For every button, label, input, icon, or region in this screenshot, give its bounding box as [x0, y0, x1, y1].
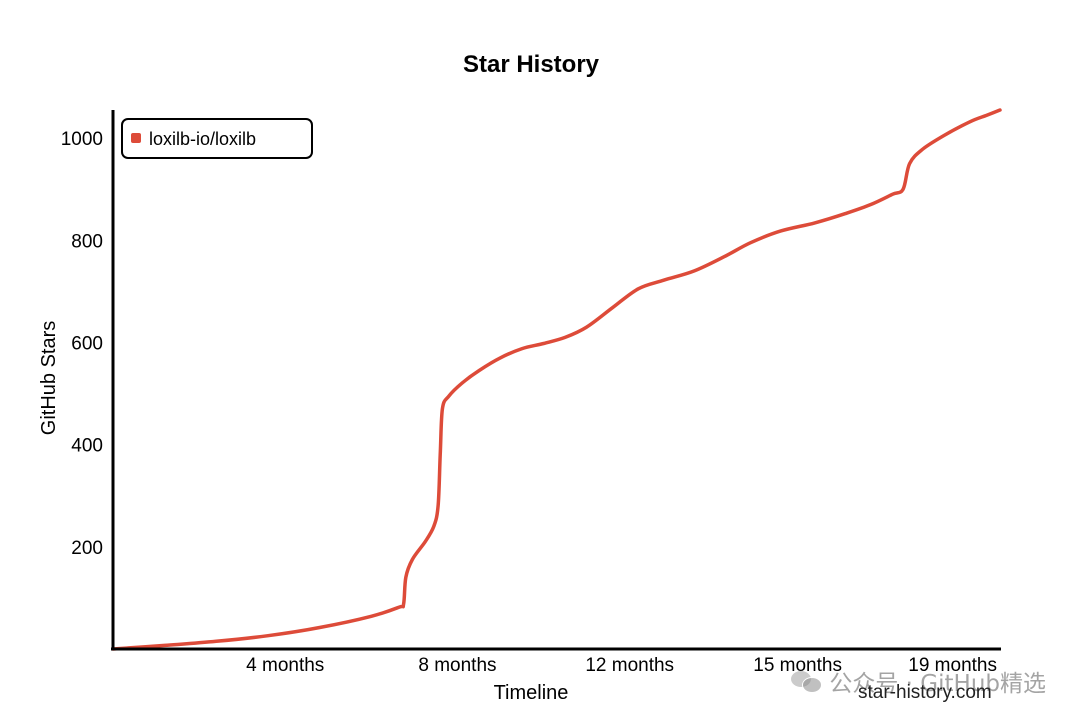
- y-tick-label: 400: [71, 436, 103, 457]
- x-tick-label: 19 months: [908, 655, 997, 676]
- y-tick-label: 200: [71, 538, 103, 559]
- axes: [111, 110, 1001, 651]
- legend: loxilb-io/loxilb: [121, 118, 313, 159]
- legend-box: [121, 118, 313, 159]
- x-tick-label: 8 months: [418, 655, 496, 676]
- y-tick-label: 800: [71, 231, 103, 252]
- y-tick-labels: 200 400 600 800 1000: [61, 129, 103, 559]
- legend-label-loxilb: loxilb-io/loxilb: [149, 129, 256, 149]
- x-tick-labels: 4 months 8 months 12 months 15 months 19 mon…: [246, 655, 997, 676]
- x-tick-label: 4 months: [246, 655, 324, 676]
- x-tick-label: 12 months: [585, 655, 674, 676]
- plot-area: [111, 108, 1002, 651]
- wechat-icon: [791, 668, 823, 694]
- watermark-text: 公众号 · GitHub精选: [829, 671, 1046, 697]
- x-axis-label: Timeline: [494, 682, 569, 704]
- y-tick-label: 600: [71, 333, 103, 354]
- x-tick-label: 15 months: [753, 655, 842, 676]
- y-axis-label: GitHub Stars: [38, 321, 60, 435]
- y-tick-label: 1000: [61, 129, 103, 150]
- chart-title: Star History: [463, 51, 600, 78]
- series-line-0: [111, 108, 1002, 651]
- site-credit: star-history.com: [858, 682, 992, 703]
- watermark: 公众号 · GitHub精选: [791, 664, 1046, 698]
- legend-swatch-loxilb: [131, 133, 141, 143]
